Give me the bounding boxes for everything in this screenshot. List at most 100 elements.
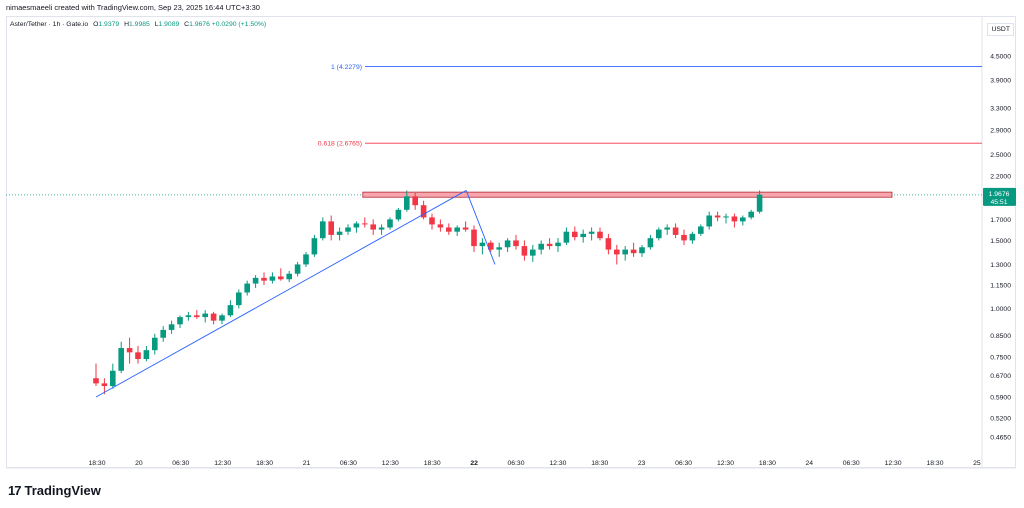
low-label: L: [154, 21, 159, 28]
y-tick-label: 1.0000: [990, 306, 1011, 313]
chart-header: nimaesmaeeli created with TradingView.co…: [6, 3, 260, 12]
candle-body: [336, 231, 343, 235]
candle-body: [462, 227, 469, 230]
x-tick-label: 12:30: [549, 460, 566, 467]
candle-body: [689, 233, 696, 241]
candle-body: [605, 238, 612, 250]
candle-body: [286, 273, 292, 280]
x-tick-label: 18:30: [926, 460, 943, 467]
candle-body: [404, 196, 410, 210]
candle-body: [160, 329, 166, 338]
trend-line: [465, 190, 496, 265]
candle-body: [563, 231, 570, 243]
candle-body: [614, 249, 620, 255]
candle-body: [647, 238, 654, 248]
y-tick-label: 0.8500: [990, 333, 1011, 340]
candle-body: [639, 247, 645, 254]
candle-body: [345, 227, 351, 232]
change-value: +0.0290 (+1.50%): [211, 21, 267, 28]
candle-body: [219, 315, 225, 321]
candle-body: [504, 240, 511, 248]
candle-body: [320, 221, 326, 239]
y-tick-label: 1.5000: [990, 238, 1011, 245]
close-label: C: [184, 21, 190, 28]
candle-body: [420, 205, 427, 218]
candle-body: [446, 227, 452, 232]
y-tick-label: 1.3000: [990, 262, 1011, 269]
candle-body: [261, 277, 267, 281]
low-value: 1.9089: [158, 21, 180, 28]
x-tick-label: 24: [806, 460, 814, 467]
candle-body: [101, 383, 108, 387]
currency-button[interactable]: USDT: [987, 23, 1014, 36]
x-tick-label: 18:30: [256, 460, 273, 467]
candle-body: [378, 227, 385, 230]
x-tick-label: 06:30: [843, 460, 860, 467]
candle-body: [530, 249, 536, 256]
y-tick-label: 2.5000: [990, 152, 1011, 159]
candle-body: [278, 276, 284, 280]
candle-body: [656, 229, 662, 239]
candle-body: [110, 370, 116, 387]
candle-body: [126, 348, 133, 353]
candle-body: [706, 215, 712, 227]
candle-body: [572, 231, 578, 238]
x-tick-label: 25: [973, 460, 981, 467]
fib-level-label: 1 (4.2279): [331, 64, 362, 71]
y-tick-label: 0.6700: [990, 373, 1011, 380]
candle-body: [429, 217, 435, 225]
candle-body: [362, 223, 368, 225]
y-tick-label: 4.5000: [990, 54, 1011, 61]
candle-body: [714, 215, 721, 218]
symbol-name[interactable]: Aster/Tether · 1h · Gate.io: [10, 21, 89, 28]
open-value: 1.9379: [98, 21, 120, 28]
candle-body: [538, 243, 544, 250]
y-tick-label: 3.3000: [990, 106, 1011, 113]
candle-body: [202, 313, 208, 318]
candle-body: [395, 209, 402, 220]
candle-body: [681, 234, 687, 241]
last-price-value: 1.9676: [989, 191, 1010, 198]
candle-body: [513, 240, 519, 247]
open-label: O: [93, 21, 99, 28]
candle-body: [731, 216, 738, 222]
brand-name: TradingView: [24, 483, 101, 498]
candle-body: [546, 243, 553, 247]
trend-line: [95, 190, 467, 398]
x-tick-label: 12:30: [717, 460, 734, 467]
candle-body: [93, 378, 99, 384]
candle-body: [143, 350, 150, 360]
y-tick-label: 0.7500: [990, 354, 1011, 361]
candle-body: [227, 305, 234, 316]
candle-body: [698, 226, 704, 234]
candle-body: [135, 352, 141, 360]
tradingview-logo-icon: 17: [8, 483, 22, 498]
x-tick-label: 06:30: [675, 460, 692, 467]
x-tick-label: 20: [135, 460, 143, 467]
fib-level-label: 0.618 (2.6765): [318, 141, 362, 148]
candle-body: [353, 223, 360, 228]
x-tick-label: 22: [470, 460, 478, 467]
y-tick-label: 0.5900: [990, 395, 1011, 402]
candle-body: [152, 337, 158, 351]
x-tick-label: 06:30: [172, 460, 189, 467]
high-value: 1.9985: [129, 21, 150, 28]
candle-body: [185, 315, 192, 318]
x-tick-label: 06:30: [507, 460, 524, 467]
x-tick-label: 12:30: [382, 460, 399, 467]
y-tick-label: 1.7000: [990, 217, 1011, 224]
candle-body: [387, 219, 393, 228]
x-tick-label: 18:30: [759, 460, 776, 467]
bar-countdown: 45:51: [990, 199, 1007, 206]
candle-body: [630, 249, 637, 254]
candle-body: [664, 227, 670, 230]
candle-body: [303, 254, 309, 265]
candle-body: [437, 224, 444, 228]
x-tick-label: 12:30: [885, 460, 902, 467]
candle-body: [479, 242, 486, 247]
x-tick-label: 23: [638, 460, 646, 467]
candle-body: [168, 324, 175, 330]
candle-body: [740, 217, 746, 222]
y-tick-label: 2.2000: [990, 174, 1011, 181]
